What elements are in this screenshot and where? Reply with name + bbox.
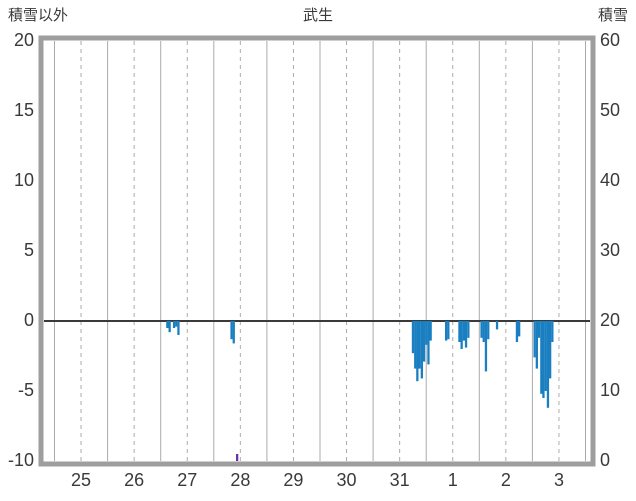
tick-label: 2 [501, 470, 511, 490]
bar [544, 321, 547, 391]
left-axis-title: 積雪以外 [8, 7, 69, 24]
tick-label: 28 [230, 470, 250, 490]
bar [533, 321, 536, 358]
tick-label: 25 [71, 470, 91, 490]
bar [175, 321, 178, 327]
tick-label: 26 [124, 470, 144, 490]
bar [422, 321, 426, 362]
tick-label: -10 [8, 450, 34, 470]
tick-label: 5 [24, 240, 34, 260]
bar [418, 321, 421, 369]
gridlines [54, 41, 586, 461]
bar [480, 321, 483, 338]
bar [425, 321, 428, 345]
bar [462, 321, 465, 341]
tick-label: 27 [177, 470, 197, 490]
bar [416, 321, 419, 382]
x-axis-ticks: 25 26 27 28 29 30 31 1 2 3 [71, 470, 564, 490]
series-snow-right-axis [236, 454, 239, 461]
tick-label: 15 [14, 100, 34, 120]
tick-label: 20 [600, 310, 620, 330]
bar [542, 321, 545, 398]
chart-title: 武生 [302, 7, 333, 24]
bar [166, 321, 169, 328]
bar [429, 321, 432, 341]
bar [535, 321, 538, 369]
bar [427, 321, 430, 365]
tick-label: 29 [283, 470, 303, 490]
tick-label: 30 [600, 240, 620, 260]
tick-label: 40 [600, 170, 620, 190]
right-axis-title: 積雪 [597, 7, 628, 24]
bar [420, 321, 423, 379]
tick-label: -5 [18, 380, 34, 400]
tick-label: 3 [554, 470, 564, 490]
bar [177, 321, 180, 335]
tick-label: 10 [600, 380, 620, 400]
bar [487, 321, 490, 340]
bar [551, 321, 554, 342]
bar [458, 321, 461, 342]
bar [236, 454, 239, 461]
bar [515, 321, 519, 342]
bar [172, 321, 176, 328]
bar [460, 321, 463, 349]
bar [518, 321, 521, 337]
bar [414, 321, 417, 369]
bar [546, 321, 550, 408]
bar [411, 321, 415, 354]
series-non-snow-precipitation-left-axis [166, 321, 554, 408]
bar [232, 321, 235, 344]
bar [168, 321, 171, 333]
tick-label: 50 [600, 100, 620, 120]
left-axis-ticks: 20 15 10 5 0 -5 -10 [8, 30, 34, 470]
tick-label: 0 [24, 310, 34, 330]
tick-label: 31 [390, 470, 410, 490]
bar [467, 321, 470, 338]
tick-label: 10 [14, 170, 34, 190]
bar [447, 321, 450, 340]
bar [549, 321, 552, 379]
tick-label: 30 [337, 470, 357, 490]
tick-label: 1 [448, 470, 458, 490]
bar [540, 321, 543, 394]
bar [482, 321, 485, 342]
bar [445, 321, 448, 341]
bar [484, 321, 488, 372]
tick-label: 0 [600, 450, 610, 470]
bar [230, 321, 233, 340]
bar [464, 321, 468, 348]
plot-background [41, 38, 593, 464]
plot-frame [38, 35, 596, 467]
tick-label: 60 [600, 30, 620, 50]
right-axis-ticks: 60 50 40 30 20 10 0 [600, 30, 620, 470]
tick-label: 20 [14, 30, 34, 50]
bar [537, 321, 541, 338]
bar [495, 321, 499, 330]
